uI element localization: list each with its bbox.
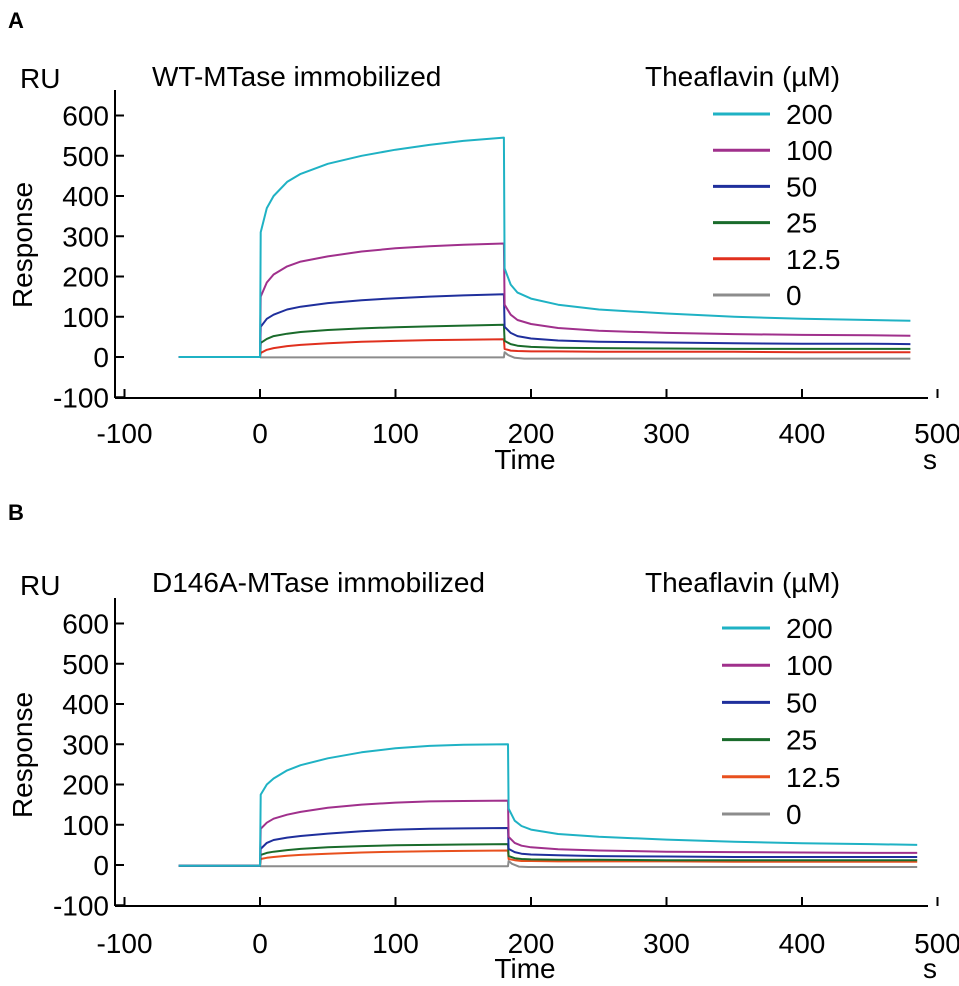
panel-a-series-12_5 <box>178 338 911 358</box>
panel-a-x-unit: s <box>923 444 937 475</box>
panel-b-y-tick-label: 600 <box>62 609 109 640</box>
panel-b-traces <box>178 743 918 868</box>
panel-a-y-tick-label: 600 <box>62 101 109 132</box>
panel-a-x-tick-label: 300 <box>643 418 690 449</box>
panel-b-y-tick-label: 300 <box>62 729 109 760</box>
panel-a-legend-label: 0 <box>786 280 802 311</box>
panel-a-legend-label: 50 <box>786 171 817 202</box>
panel-b-series-50 <box>178 827 918 867</box>
panel-a-legend-label: 12.5 <box>786 244 841 275</box>
panel-b-letter: B <box>8 500 24 525</box>
panel-a-y-tick-label: 0 <box>93 342 109 373</box>
panel-a-y-tick-label: 300 <box>62 221 109 252</box>
panel-a-letter: A <box>8 8 24 33</box>
panel-b-x-tick-label: 400 <box>779 928 826 959</box>
panel-b-legend-label: 12.5 <box>786 762 841 793</box>
panel-b-y-tick-label: -100 <box>53 890 109 921</box>
panel-a-title: WT-MTase immobilized <box>152 61 441 92</box>
panel-b: B RU D146A-MTase immobilized Response Ti… <box>7 500 959 984</box>
panel-a-x-tick-label: 0 <box>252 418 268 449</box>
panel-a-series-100 <box>178 242 911 358</box>
panel-b-y-tick-label: 0 <box>93 850 109 881</box>
panel-b-series-25 <box>178 843 918 867</box>
panel-b-x-tick-label: -100 <box>96 928 152 959</box>
panel-a: A RU WT-MTase immobilized Response Time … <box>7 8 959 475</box>
panel-a-x-label: Time <box>494 444 555 475</box>
panel-b-legend: 200 100 50 25 12.5 0 <box>722 613 841 830</box>
panel-a-x-tick-label: 500 <box>914 418 959 449</box>
panel-b-legend-label: 0 <box>786 799 802 830</box>
panel-a-legend-title: Theaflavin (µM) <box>645 61 840 92</box>
panel-b-legend-label: 25 <box>786 725 817 756</box>
panel-b-x-label: Time <box>494 953 555 984</box>
panel-a-x-tick-label: 100 <box>372 418 419 449</box>
panel-b-y-tick-label: 400 <box>62 689 109 720</box>
panel-a-y-tick-label: 200 <box>62 262 109 293</box>
panel-b-legend-label: 50 <box>786 687 817 718</box>
panel-b-y-unit: RU <box>20 570 60 601</box>
panel-b-series-12_5 <box>178 849 918 867</box>
panel-a-legend-label: 25 <box>786 208 817 239</box>
panel-b-x-tick-label: 0 <box>252 928 268 959</box>
panel-a-y-tick-label: 500 <box>62 141 109 172</box>
panel-a-y-tick-label: 100 <box>62 302 109 333</box>
panel-b-x-tick-label: 500 <box>914 928 959 959</box>
panel-b-x-unit: s <box>923 953 937 984</box>
panel-b-series-100 <box>178 799 918 867</box>
panel-b-x-tick-label: 100 <box>372 928 419 959</box>
panel-b-legend-label: 100 <box>786 650 833 681</box>
panel-a-x-tick-label: -100 <box>96 418 152 449</box>
panel-b-title: D146A-MTase immobilized <box>152 567 485 598</box>
panel-a-series-200 <box>178 136 911 358</box>
panel-b-legend-title: Theaflavin (µM) <box>645 567 840 598</box>
panel-a-y-tick-label: 400 <box>62 181 109 212</box>
panel-b-series-200 <box>178 743 918 867</box>
panel-a-legend-label: 200 <box>786 99 833 130</box>
panel-a-x-tick-label: 400 <box>779 418 826 449</box>
panel-a-y-unit: RU <box>20 63 60 94</box>
panel-b-legend-label: 200 <box>786 613 833 644</box>
panel-a-legend-label: 100 <box>786 135 833 166</box>
panel-a-series-50 <box>178 293 911 358</box>
panel-a-legend: 200 100 50 25 12.5 0 <box>713 99 841 311</box>
panel-a-series-0 <box>178 351 911 360</box>
panel-b-y-tick-label: 100 <box>62 810 109 841</box>
panel-b-x-tick-label: 200 <box>508 928 555 959</box>
panel-b-x-tick-label: 300 <box>643 928 690 959</box>
panel-b-series-0 <box>178 860 918 868</box>
panel-a-series-25 <box>178 323 911 358</box>
panel-a-traces <box>178 136 911 360</box>
panel-a-y-tick-label: -100 <box>53 382 109 413</box>
panel-a-x-tick-label: 200 <box>508 418 555 449</box>
panel-b-y-tick-label: 500 <box>62 649 109 680</box>
panel-b-y-label: Response <box>7 692 38 818</box>
panel-b-y-tick-label: 200 <box>62 770 109 801</box>
panel-a-y-label: Response <box>7 182 38 308</box>
